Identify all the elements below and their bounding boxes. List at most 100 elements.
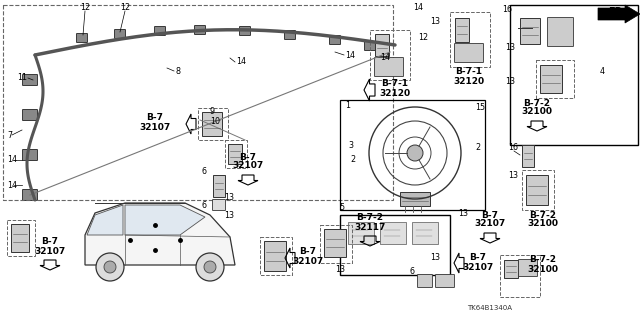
Text: 13: 13 [508,170,518,180]
Bar [450,12,490,67]
FancyBboxPatch shape [77,33,88,42]
Text: 32107: 32107 [35,247,66,256]
Bar [348,222,374,244]
Bar [225,140,247,168]
Text: 2: 2 [475,143,480,152]
Text: 32100: 32100 [527,219,559,228]
Text: 5: 5 [340,204,345,212]
FancyBboxPatch shape [435,275,454,287]
Bar [11,224,29,252]
Text: FR.: FR. [608,7,626,17]
Text: 12: 12 [418,33,428,42]
Circle shape [204,261,216,273]
Text: 32117: 32117 [355,222,386,232]
Bar [510,5,638,145]
Text: 1: 1 [345,101,350,110]
Bar [522,145,534,167]
Text: B-7-2: B-7-2 [529,211,557,219]
Bar [340,100,485,210]
Text: 14: 14 [7,181,17,189]
Text: 6: 6 [202,201,207,210]
Text: 13: 13 [458,209,468,218]
FancyBboxPatch shape [22,150,38,160]
FancyBboxPatch shape [285,31,296,40]
Bar [536,60,574,98]
Bar [540,65,562,93]
Text: 14: 14 [236,57,246,66]
Text: 32120: 32120 [453,77,484,85]
Text: 4: 4 [600,13,605,23]
FancyBboxPatch shape [374,57,403,77]
Text: 32100: 32100 [522,108,552,116]
Text: 16: 16 [502,5,512,14]
Text: B-7: B-7 [481,211,499,219]
FancyBboxPatch shape [330,35,340,44]
Bar [202,112,222,136]
Bar [520,18,540,44]
Bar [3,5,393,200]
Bar [380,222,406,244]
Text: 32107: 32107 [140,122,171,131]
FancyBboxPatch shape [239,26,250,35]
Bar [7,220,35,256]
FancyBboxPatch shape [154,26,166,35]
Polygon shape [87,205,123,235]
Text: 32107: 32107 [232,161,264,170]
Text: 3: 3 [348,140,353,150]
Text: 2: 2 [350,155,355,165]
Polygon shape [85,203,235,265]
Text: 14: 14 [380,54,390,63]
Text: B-7: B-7 [300,248,317,256]
Text: 14: 14 [7,155,17,165]
Bar [412,222,438,244]
Text: 13: 13 [505,42,515,51]
Text: B-7: B-7 [239,152,257,161]
Text: 32107: 32107 [292,256,324,265]
Text: 6: 6 [202,167,207,176]
Bar [260,237,292,275]
Text: B-7-2: B-7-2 [524,99,550,108]
Bar [340,215,450,275]
Circle shape [196,253,224,281]
Text: 14: 14 [345,50,355,60]
Text: 13: 13 [430,18,440,26]
Text: 9: 9 [210,108,215,116]
Text: B-7-1: B-7-1 [456,68,483,77]
Bar [320,225,352,263]
FancyBboxPatch shape [417,275,433,287]
Bar [375,34,389,56]
FancyBboxPatch shape [365,41,376,50]
Text: B-7: B-7 [42,238,58,247]
Text: 16: 16 [508,144,518,152]
Bar [400,192,430,206]
FancyBboxPatch shape [454,43,483,63]
FancyBboxPatch shape [22,109,38,121]
Text: B-7: B-7 [470,254,486,263]
Polygon shape [125,205,205,235]
Text: 13: 13 [505,78,515,86]
Text: 32100: 32100 [527,264,559,273]
FancyBboxPatch shape [547,18,573,47]
Bar [198,108,228,140]
Bar [370,30,410,80]
Bar [455,18,469,42]
Circle shape [104,261,116,273]
Bar [500,255,540,297]
Text: B-7: B-7 [147,114,163,122]
Text: 10: 10 [210,117,220,127]
Circle shape [96,253,124,281]
Text: 13: 13 [224,194,234,203]
FancyBboxPatch shape [22,189,38,201]
Bar [213,175,225,197]
FancyBboxPatch shape [212,199,225,211]
Text: 32107: 32107 [474,219,506,228]
Text: 15: 15 [475,103,485,113]
Text: 6: 6 [410,268,415,277]
Text: 7: 7 [7,130,12,139]
Text: TK64B1340A: TK64B1340A [467,305,513,311]
Bar [522,170,554,210]
Polygon shape [598,5,640,23]
Bar [504,260,518,278]
FancyBboxPatch shape [22,75,38,85]
Circle shape [407,145,423,161]
